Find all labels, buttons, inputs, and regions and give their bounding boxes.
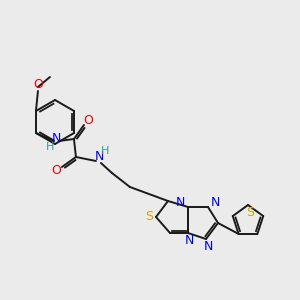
- Text: N: N: [210, 196, 220, 209]
- Text: O: O: [33, 77, 43, 91]
- Text: N: N: [175, 196, 185, 209]
- Text: N: N: [51, 133, 61, 146]
- Text: N: N: [184, 235, 194, 248]
- Text: O: O: [83, 113, 93, 127]
- Text: N: N: [94, 151, 104, 164]
- Text: H: H: [101, 146, 109, 156]
- Text: S: S: [145, 211, 153, 224]
- Text: H: H: [46, 142, 54, 152]
- Text: N: N: [203, 239, 213, 253]
- Text: S: S: [246, 206, 254, 218]
- Text: O: O: [51, 164, 61, 178]
